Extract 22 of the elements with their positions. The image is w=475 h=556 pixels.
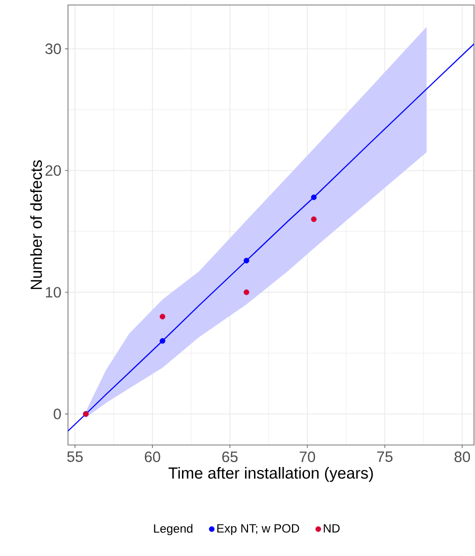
point bbox=[244, 258, 250, 264]
x-tick-label: 60 bbox=[144, 452, 160, 462]
point bbox=[311, 194, 317, 200]
legend-label: ND bbox=[324, 524, 340, 532]
point bbox=[160, 338, 166, 344]
x-axis-title: Time after installation (years) bbox=[168, 466, 373, 482]
legend-title: Legend bbox=[154, 524, 192, 536]
y-tick-label: 20 bbox=[46, 165, 61, 176]
point bbox=[160, 314, 166, 320]
x-tick-label: 55 bbox=[67, 452, 83, 462]
x-tick-label: 80 bbox=[454, 452, 470, 462]
line-series bbox=[68, 43, 474, 432]
point bbox=[311, 216, 317, 222]
x-tick-label: 75 bbox=[377, 452, 392, 462]
y-axis-title: Number of defects bbox=[30, 160, 42, 290]
y-tick-label: 30 bbox=[45, 44, 61, 54]
legend-label: Exp NT; w POD bbox=[217, 524, 300, 536]
point bbox=[244, 289, 250, 296]
y-tick-label: 0 bbox=[54, 408, 61, 420]
x-tick-label: 70 bbox=[300, 452, 316, 462]
x-tick-label: 65 bbox=[222, 452, 238, 462]
y-tick-label: 10 bbox=[46, 286, 61, 298]
